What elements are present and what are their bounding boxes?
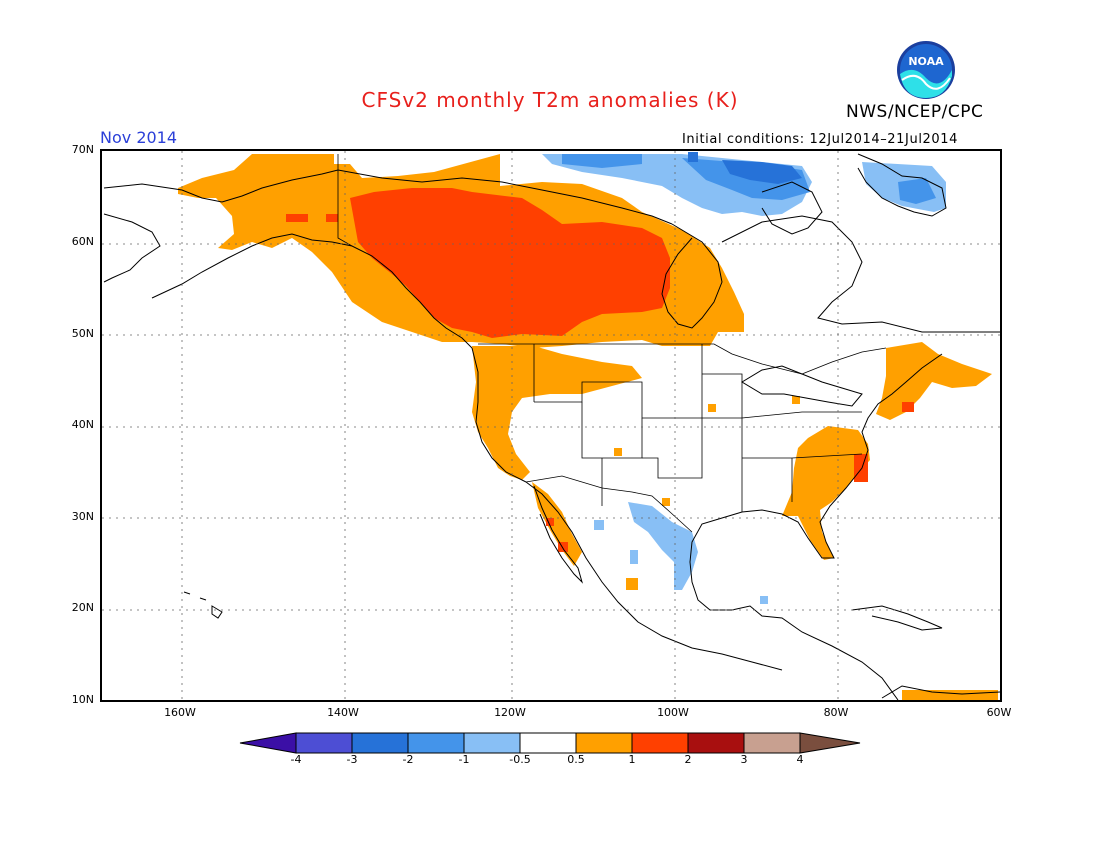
colorbar-tick-label: 3 <box>740 753 748 766</box>
lon-label: 60W <box>986 706 1012 719</box>
lat-label: 30N <box>71 510 94 523</box>
colorbar-tick-label: 0.5 <box>567 753 585 766</box>
colorbar-tick-label: -1 <box>458 753 470 766</box>
colorbar-segment <box>743 732 801 754</box>
colorbar-tick-label: 2 <box>684 753 692 766</box>
texas-cool-region <box>628 502 698 590</box>
colorbar-segment <box>407 732 465 754</box>
colorbar-segment <box>295 732 353 754</box>
map-frame <box>100 149 1002 702</box>
colorbar-segment <box>687 732 745 754</box>
political-borders <box>337 154 887 533</box>
west-coast-warm-region <box>472 346 642 480</box>
southeast-warm-region <box>782 426 870 560</box>
lon-label: 160W <box>164 706 196 719</box>
initial-conditions-label: Initial conditions: 12Jul2014–21Jul2014 <box>682 132 959 147</box>
colorbar-segment-high-end <box>799 732 861 754</box>
graticule <box>102 151 1000 700</box>
lat-label: 40N <box>71 418 94 431</box>
colorbar-segment <box>631 732 689 754</box>
valid-month-label: Nov 2014 <box>100 128 178 147</box>
lon-label: 100W <box>657 706 689 719</box>
colorbar <box>239 732 861 754</box>
lat-label: 10N <box>71 693 94 706</box>
northeast-warm-region <box>876 342 992 420</box>
colorbar-tick-label: 1 <box>628 753 636 766</box>
cool-anomaly-2-3 <box>688 152 802 184</box>
lon-label: 140W <box>327 706 359 719</box>
lon-label: 120W <box>494 706 526 719</box>
map-svg <box>102 151 1000 700</box>
colorbar-segment <box>463 732 521 754</box>
colorbar-segment-low-end <box>239 732 297 754</box>
canada-strong-warm-region <box>350 188 670 338</box>
lat-label: 70N <box>71 143 94 156</box>
colorbar-tick-label: -4 <box>290 753 302 766</box>
colorbar-tick-label: -3 <box>346 753 358 766</box>
colorbar-segment <box>351 732 409 754</box>
lat-label: 60N <box>71 235 94 248</box>
anomaly-fields <box>178 152 998 700</box>
warm-anomaly-1-2 <box>286 188 914 552</box>
colorbar-segment <box>519 732 577 754</box>
colorbar-tick-label: 4 <box>796 753 804 766</box>
noaa-logo: NOAA <box>897 41 955 99</box>
lat-label: 20N <box>71 601 94 614</box>
lon-label: 80W <box>823 706 849 719</box>
chart-title: CFSv2 monthly T2m anomalies (K) <box>361 88 739 112</box>
colorbar-tick-label: -2 <box>402 753 414 766</box>
noaa-logo-text: NOAA <box>908 55 944 68</box>
agency-label: NWS/NCEP/CPC <box>846 102 984 122</box>
colorbar-tick-label: -0.5 <box>509 753 531 766</box>
baja-warm-region <box>532 482 582 566</box>
colorbar-segment <box>575 732 633 754</box>
lat-label: 50N <box>71 327 94 340</box>
